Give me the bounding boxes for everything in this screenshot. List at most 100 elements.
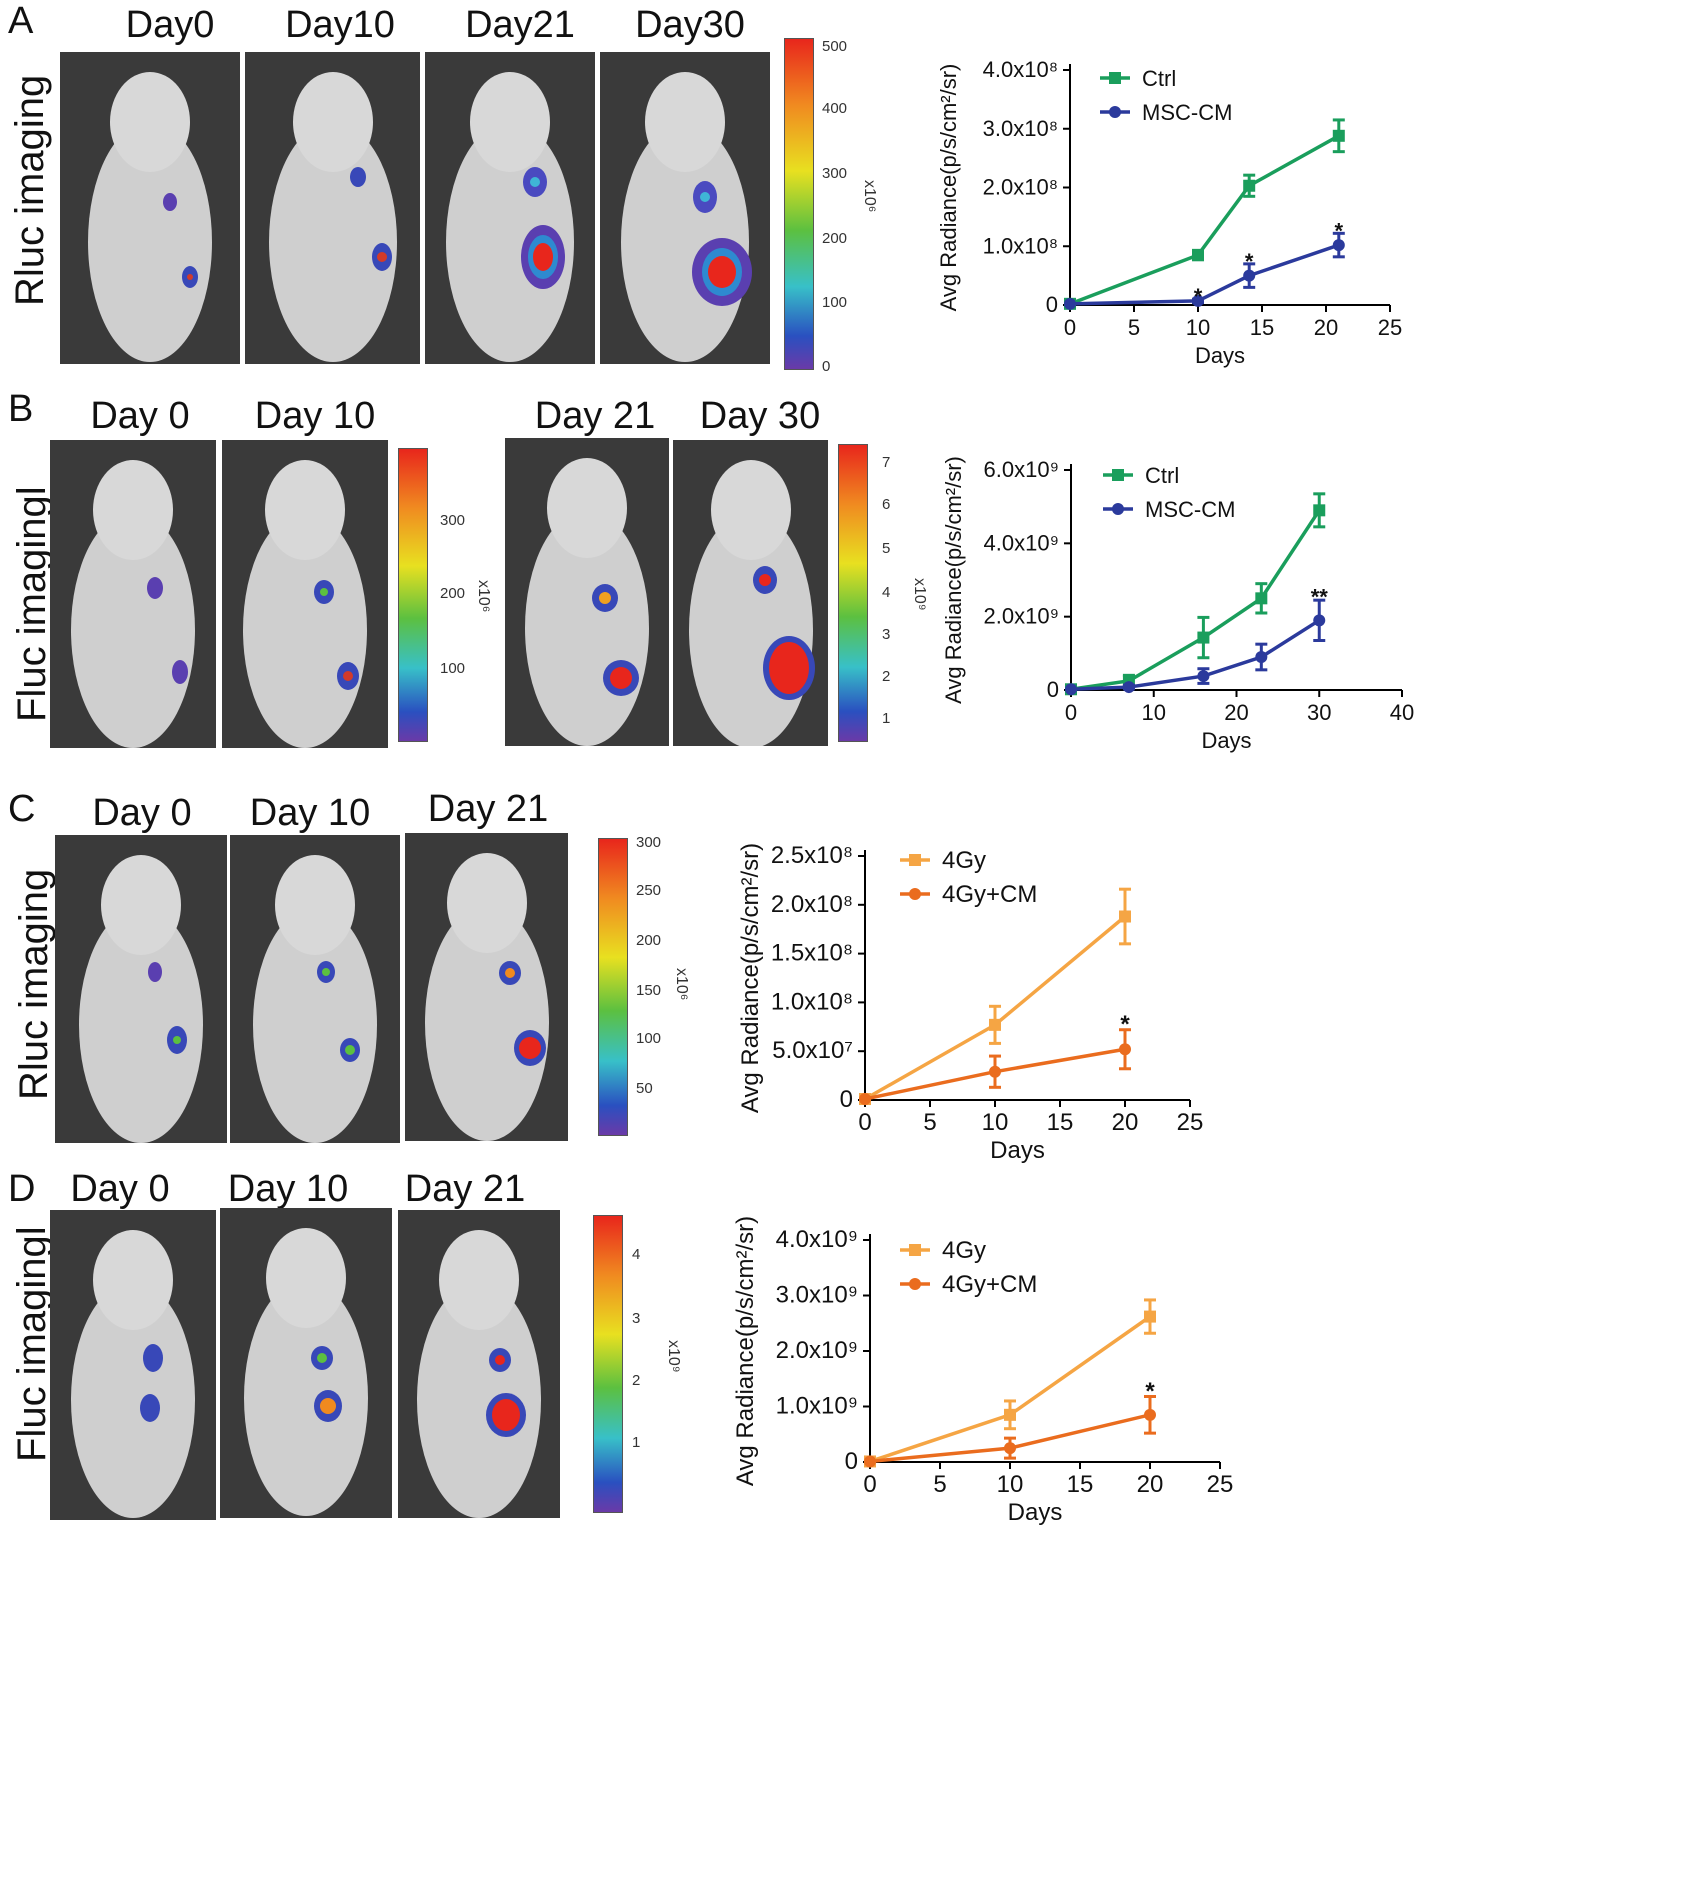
y-tick-label: 2.0x10⁸: [983, 175, 1058, 200]
y-tick-label: 2.0x10⁹: [776, 1337, 858, 1364]
x-tick-label: 25: [1177, 1109, 1204, 1136]
scale-unit: x10⁹: [911, 578, 928, 611]
x-axis-label: Days: [990, 1137, 1045, 1164]
scale-tick: 3: [632, 1310, 641, 1327]
panel-letter-b: B: [8, 388, 34, 430]
scale-tick: 300: [822, 165, 848, 182]
panel-letter-a: A: [8, 0, 34, 42]
y-tick-label: 1.0x10⁸: [983, 233, 1058, 258]
y-tick-label: 0: [840, 1086, 853, 1113]
color-scale-bar: [598, 838, 628, 1136]
y-tick-label: 4.0x10⁸: [983, 57, 1058, 82]
scale-tick: 500: [822, 38, 848, 55]
mouse-image: [222, 440, 388, 748]
y-tick-label: 1.5x10⁸: [771, 940, 853, 967]
mouse-image: [505, 438, 669, 746]
legend-marker: [909, 854, 921, 866]
x-tick-label: 5: [933, 1471, 946, 1498]
y-tick-label: 0: [1046, 292, 1058, 317]
x-tick-label: 10: [982, 1109, 1009, 1136]
y-axis-label: Avg Radiance(p/s/cm²/sr): [936, 64, 961, 312]
day-label: Day 0: [92, 792, 192, 834]
scale-tick: 300: [440, 512, 466, 529]
x-tick-label: 5: [923, 1109, 936, 1136]
x-tick-label: 25: [1378, 315, 1402, 340]
data-point: [1065, 683, 1077, 696]
day-label: Day0: [125, 4, 215, 46]
data-point: [1122, 681, 1135, 694]
x-tick-label: 10: [1186, 315, 1210, 340]
color-scale-bar: [398, 448, 428, 742]
scale-tick: 5: [882, 540, 891, 557]
scale-tick: 1: [882, 710, 891, 727]
significance-annotation: *: [1120, 1011, 1130, 1038]
y-tick-label: 0: [845, 1448, 858, 1475]
day-label: Day21: [465, 4, 575, 46]
significance-annotation: *: [1194, 284, 1203, 309]
mouse-image: [60, 52, 240, 364]
x-tick-label: 5: [1128, 315, 1140, 340]
scale-tick: 200: [440, 585, 466, 602]
scale-tick: 400: [822, 100, 848, 117]
data-point: [1119, 1043, 1131, 1056]
day-label: Day 10: [249, 792, 371, 834]
chart-d: 0 5 10 15 20 25 0 1.0x10⁹ 2.0x10⁹ 3.0x10⁹ 4.0x10⁹ D…: [732, 1216, 1234, 1526]
y-tick-label: 2.5x10⁸: [771, 842, 853, 869]
legend-marker: [1109, 106, 1121, 118]
y-tick-label: 1.0x10⁹: [776, 1393, 858, 1420]
data-point: [1197, 631, 1210, 644]
data-point: [1004, 1442, 1016, 1455]
mouse-image: [398, 1210, 560, 1518]
y-tick-label: 2.0x10⁹: [984, 604, 1059, 629]
data-point: [1255, 651, 1268, 663]
scale-unit: x10⁶: [475, 580, 492, 613]
legend-label: MSC-CM: [1142, 100, 1232, 125]
data-point: [859, 1093, 871, 1106]
scale-tick: 50: [636, 1080, 653, 1097]
panel-letter-d: D: [8, 1168, 36, 1210]
mouse-image: [220, 1208, 392, 1518]
x-axis-label: Days: [1201, 728, 1251, 753]
mouse-image: [673, 440, 828, 746]
color-scale-bar: [784, 38, 814, 370]
scale-tick: 3: [882, 626, 891, 643]
chart-a: 0 5 10 15 20 25 0 1.0x10⁸ 2.0x10⁸ 3.0x10⁸ 4.0x10⁸ D…: [936, 57, 1402, 368]
mouse-image: [50, 440, 216, 748]
day-label: Day 21: [534, 395, 656, 437]
x-tick-label: 25: [1207, 1471, 1234, 1498]
y-axis-label: Avg Radiance(p/s/cm²/sr): [941, 456, 966, 704]
scale-tick: 100: [636, 1030, 662, 1047]
y-tick-label: 5.0x10⁷: [772, 1037, 853, 1064]
x-tick-label: 10: [1142, 700, 1166, 725]
data-point: [989, 1018, 1001, 1031]
data-point: [1243, 179, 1256, 192]
legend-marker: [1112, 503, 1124, 515]
y-axis-label: Avg Radiance(p/s/cm²/sr): [737, 843, 764, 1113]
data-point: [1192, 249, 1204, 262]
chart-c: 0 5 10 15 20 25 0 5.0x10⁷ 1.0x10⁸ 1.5x10⁸ 2.0x10⁸ 2…: [737, 842, 1204, 1164]
data-point: [989, 1065, 1001, 1078]
series-line: [1070, 509, 1321, 691]
day-label: Day 21: [404, 1168, 526, 1210]
data-point: [1144, 1408, 1156, 1421]
data-point: [1192, 294, 1204, 307]
day-label: Day 0: [90, 395, 190, 437]
x-tick-label: 0: [858, 1109, 871, 1136]
x-tick-label: 15: [1067, 1471, 1094, 1498]
color-scale-bar: [593, 1215, 623, 1513]
legend-marker: [909, 1244, 921, 1256]
row-label-a: Rluc imaging: [8, 74, 52, 306]
color-scale-bar-2: [838, 444, 868, 742]
scale-tick: 150: [636, 982, 662, 999]
mouse-image: [405, 833, 568, 1141]
data-point: [1243, 269, 1256, 282]
legend-marker: [909, 888, 921, 900]
mouse-image: [245, 52, 420, 364]
scale-tick: 1: [632, 1434, 641, 1451]
x-tick-label: 0: [1064, 315, 1076, 340]
mouse-image: [425, 52, 595, 364]
data-point: [1313, 614, 1326, 627]
scale-unit: x10⁶: [861, 180, 878, 213]
data-point: [1332, 129, 1345, 142]
y-tick-label: 1.0x10⁸: [771, 988, 853, 1015]
